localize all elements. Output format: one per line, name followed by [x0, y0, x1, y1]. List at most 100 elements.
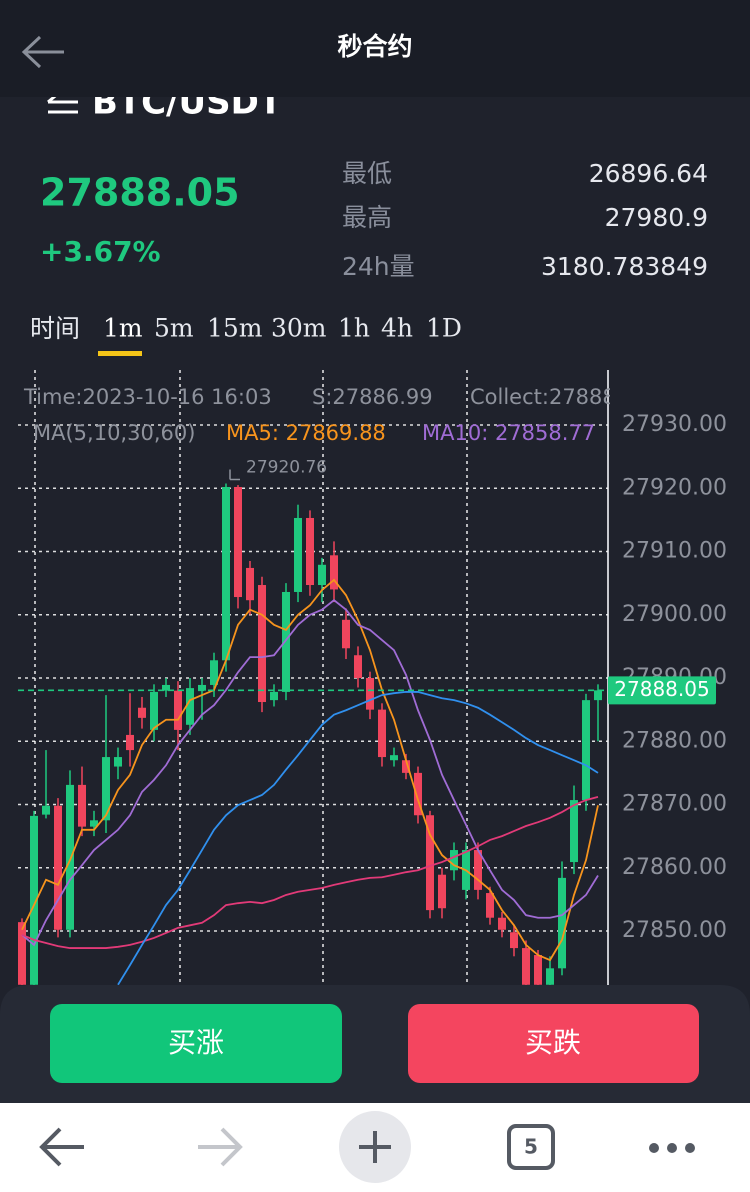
candle-body — [114, 757, 122, 767]
buy-up-label: 买涨 — [168, 1026, 224, 1059]
candle-body — [570, 800, 578, 863]
candle-body — [138, 707, 146, 718]
candle-body — [438, 874, 446, 909]
candle-body — [54, 805, 62, 930]
tab-label: 时间 — [30, 314, 80, 343]
candle-body — [426, 815, 434, 911]
tab-count: 5 — [524, 1135, 538, 1159]
candle-body — [186, 688, 194, 725]
interval-tab[interactable]: 1h — [338, 314, 370, 343]
candle-body — [246, 567, 254, 601]
candle-body — [90, 820, 98, 827]
interval-tab[interactable]: 5m — [154, 314, 194, 343]
candle-body — [150, 691, 158, 730]
back-button[interactable] — [21, 35, 64, 69]
stat-value: 27980.9 — [605, 203, 708, 232]
ma-line — [117, 691, 599, 985]
candle-body — [318, 564, 326, 586]
legend: MA5: 27869.88 MA10: 27858.77 — [226, 421, 595, 445]
candle-body — [222, 486, 230, 661]
buy-down-label: 买跌 — [525, 1026, 581, 1059]
candle-body — [258, 585, 266, 703]
chart: 27850.0027860.0027870.0027880.0027890.00… — [18, 370, 727, 985]
interval-tabs: 时间 1m 5m 15m 30m 1h 4h 1D — [30, 314, 462, 356]
interval-tab[interactable]: 1D — [426, 314, 462, 343]
candle-body — [546, 968, 554, 985]
candle-body — [414, 772, 422, 816]
candle-body — [270, 691, 278, 701]
candle-body — [510, 932, 518, 949]
info-s: S:27886.99 — [312, 385, 433, 409]
stat-label: 最低 — [342, 159, 392, 188]
candle-body — [534, 955, 542, 985]
y-tick-label: 27880.00 — [622, 728, 727, 753]
candle-body — [210, 660, 218, 685]
candle-body — [450, 850, 458, 871]
info-time: Time:2023-10-16 16:03 — [23, 385, 272, 409]
stat-value: 3180.783849 — [541, 252, 708, 281]
menu-dot — [649, 1143, 659, 1153]
interval-tab[interactable]: 4h — [381, 314, 413, 343]
candle-body — [378, 709, 386, 758]
y-tick-label: 27920.00 — [622, 475, 727, 500]
y-tick-label: 27900.00 — [622, 602, 727, 627]
candle-body — [342, 619, 350, 649]
candle-body — [582, 700, 590, 801]
page-title: 秒合约 — [337, 32, 412, 61]
stat-label: 24h量 — [342, 252, 415, 281]
browser-forward[interactable] — [198, 1127, 243, 1167]
header — [0, 0, 750, 97]
candle-body — [594, 690, 602, 701]
candle-body — [390, 755, 398, 761]
candle-body — [126, 734, 134, 751]
high-annotation: 27920.76 — [246, 457, 327, 477]
price-change: +3.67% — [40, 235, 161, 268]
candle-body — [402, 760, 410, 773]
interval-tab[interactable]: 1m — [103, 314, 143, 343]
candle-body — [78, 784, 86, 827]
legend-entry: MA10: 27858.77 — [422, 421, 595, 445]
buy-up-button[interactable] — [50, 1004, 342, 1083]
candle-body — [234, 486, 242, 598]
high-marker — [229, 469, 240, 481]
plot-area — [18, 483, 602, 985]
buy-down-button[interactable] — [408, 1004, 699, 1083]
candle-body — [162, 684, 170, 691]
y-tick-label: 27910.00 — [622, 539, 727, 564]
axis-labels: 27850.0027860.0027870.0027880.0027890.00… — [18, 412, 727, 943]
tabs-button[interactable] — [507, 1124, 555, 1170]
interval-tab[interactable]: 15m — [207, 314, 263, 343]
ma-line — [21, 578, 599, 962]
last-price-tag — [608, 676, 716, 705]
browser-back[interactable] — [39, 1127, 84, 1167]
candle-body — [294, 517, 302, 592]
last-price: 27888.05 — [40, 171, 240, 215]
candle-body — [558, 877, 566, 969]
legend-entry: MA5: 27869.88 — [226, 421, 386, 445]
candle-body — [486, 893, 494, 918]
candle-body — [354, 655, 362, 678]
candle-body — [18, 922, 26, 985]
info-collect: Collect:27888 — [470, 385, 616, 409]
y-tick-label: 27850.00 — [622, 918, 727, 943]
stat-label: 最高 — [342, 203, 392, 232]
browser-menu[interactable] — [649, 1143, 695, 1153]
y-tick-label: 27870.00 — [622, 792, 727, 817]
candle-body — [306, 517, 314, 586]
h-grid — [18, 424, 608, 932]
menu-dot — [685, 1143, 695, 1153]
ma-legend-title: MA(5,10,30,60) — [33, 421, 195, 445]
candle-body — [522, 948, 530, 985]
candle-body — [42, 805, 50, 815]
candle-body — [198, 684, 206, 691]
ma-line — [21, 599, 599, 947]
interval-tab[interactable]: 30m — [271, 314, 327, 343]
info-row: Time:2023-10-16 16:03 S:27886.99 Collect… — [23, 385, 616, 409]
candle-body — [366, 678, 374, 710]
active-tab-underline — [98, 351, 142, 356]
candle-body — [174, 690, 182, 730]
last-price-label: 27888.05 — [614, 677, 709, 701]
candle-body — [282, 591, 290, 692]
